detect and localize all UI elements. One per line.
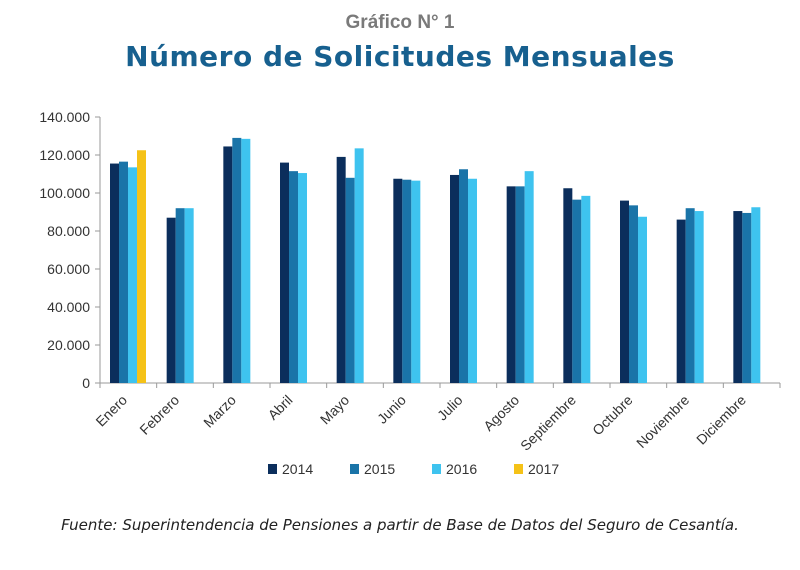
bar-2014-junio (393, 178, 403, 383)
bar-2016-mayo (354, 148, 364, 383)
y-tick-label: 100.000 (39, 185, 90, 201)
legend-label-2014: 2014 (282, 461, 313, 477)
x-tick-label: Abril (264, 392, 295, 423)
bar-2015-febrero (175, 208, 185, 383)
bar-chart: 0 20.000 40.000 60.000 80.000 100.000 120.000 1… (39, 109, 781, 477)
bar-2015-marzo (232, 137, 242, 383)
legend-swatch-2016 (432, 464, 441, 474)
bar-2016-agosto (524, 171, 534, 383)
bar-2014-mayo (336, 156, 346, 383)
bar-2014-julio (450, 174, 459, 383)
bar-2016-abril (298, 173, 307, 383)
bar-2016-julio (468, 178, 477, 383)
bar-2014-enero (110, 163, 119, 383)
chart-title: Número de Solicitudes Mensuales (125, 40, 675, 73)
x-tick-label: Mayo (317, 392, 353, 428)
legend-swatch-2014 (268, 464, 277, 474)
y-tick-label: 20.000 (47, 337, 90, 353)
bar-2015-abril (289, 171, 298, 383)
y-axis: 0 20.000 40.000 60.000 80.000 100.000 120.000 1… (39, 109, 101, 391)
bar-2014-marzo (223, 146, 233, 383)
bar-2017-enero (137, 150, 146, 383)
bar-2014-agosto (506, 186, 516, 383)
bar-2015-julio (459, 169, 468, 383)
x-tick-label: Enero (92, 392, 130, 430)
bar-2016-enero (128, 167, 137, 383)
bar-2015-enero (119, 161, 128, 383)
x-tick-label: Julio (434, 392, 466, 424)
legend-swatch-2017 (514, 464, 523, 474)
bar-2016-junio (411, 180, 421, 383)
bar-2015-diciembre (742, 212, 752, 383)
bar-2014-abril (280, 162, 289, 383)
x-tick-label: Agosto (480, 392, 522, 434)
bar-2016-septiembre (581, 195, 591, 383)
bar-2014-septiembre (563, 188, 573, 383)
y-tick-label: 120.000 (39, 147, 90, 163)
bar-2016-marzo (241, 138, 251, 383)
y-tick-label: 80.000 (47, 223, 90, 239)
bar-2015-noviembre (685, 208, 695, 383)
x-tick-label: Noviembre (633, 392, 692, 451)
bar-2016-octubre (638, 216, 647, 383)
bar-2014-diciembre (733, 211, 743, 383)
bar-2014-octubre (620, 200, 629, 383)
legend-label-2015: 2015 (364, 461, 395, 477)
y-tick-label: 140.000 (39, 109, 90, 125)
bar-2016-noviembre (694, 211, 704, 383)
bar-2015-octubre (629, 205, 638, 383)
source-note: Fuente: Superintendencia de Pensiones a … (61, 516, 739, 534)
bar-2015-septiembre (572, 199, 582, 383)
bar-2016-febrero (184, 208, 194, 383)
bar-2015-junio (402, 179, 412, 383)
chart-supertitle: Gráfico N° 1 (345, 12, 455, 33)
legend-label-2016: 2016 (446, 461, 477, 477)
legend-swatch-2015 (350, 464, 359, 474)
x-axis: Enero Febrero Marzo Abril Mayo Junio Julio Agos… (92, 382, 781, 454)
y-tick-label: 60.000 (47, 261, 90, 277)
x-tick-label: Febrero (136, 392, 182, 438)
y-tick-label: 40.000 (47, 299, 90, 315)
x-tick-label: Octubre (589, 392, 636, 439)
y-tick-label: 0 (82, 375, 90, 391)
x-tick-label: Septiembre (517, 392, 579, 454)
legend: 2014 2015 2016 2017 (268, 461, 559, 477)
x-tick-label: Junio (374, 392, 409, 427)
bars (110, 137, 761, 383)
bar-2014-noviembre (676, 219, 686, 383)
bar-2016-diciembre (751, 207, 761, 383)
legend-label-2017: 2017 (528, 461, 559, 477)
x-tick-label: Marzo (200, 392, 239, 431)
x-tick-label: Diciembre (693, 392, 749, 448)
bar-2015-agosto (515, 186, 525, 383)
bar-2015-mayo (345, 177, 355, 383)
bar-2014-febrero (166, 217, 176, 383)
